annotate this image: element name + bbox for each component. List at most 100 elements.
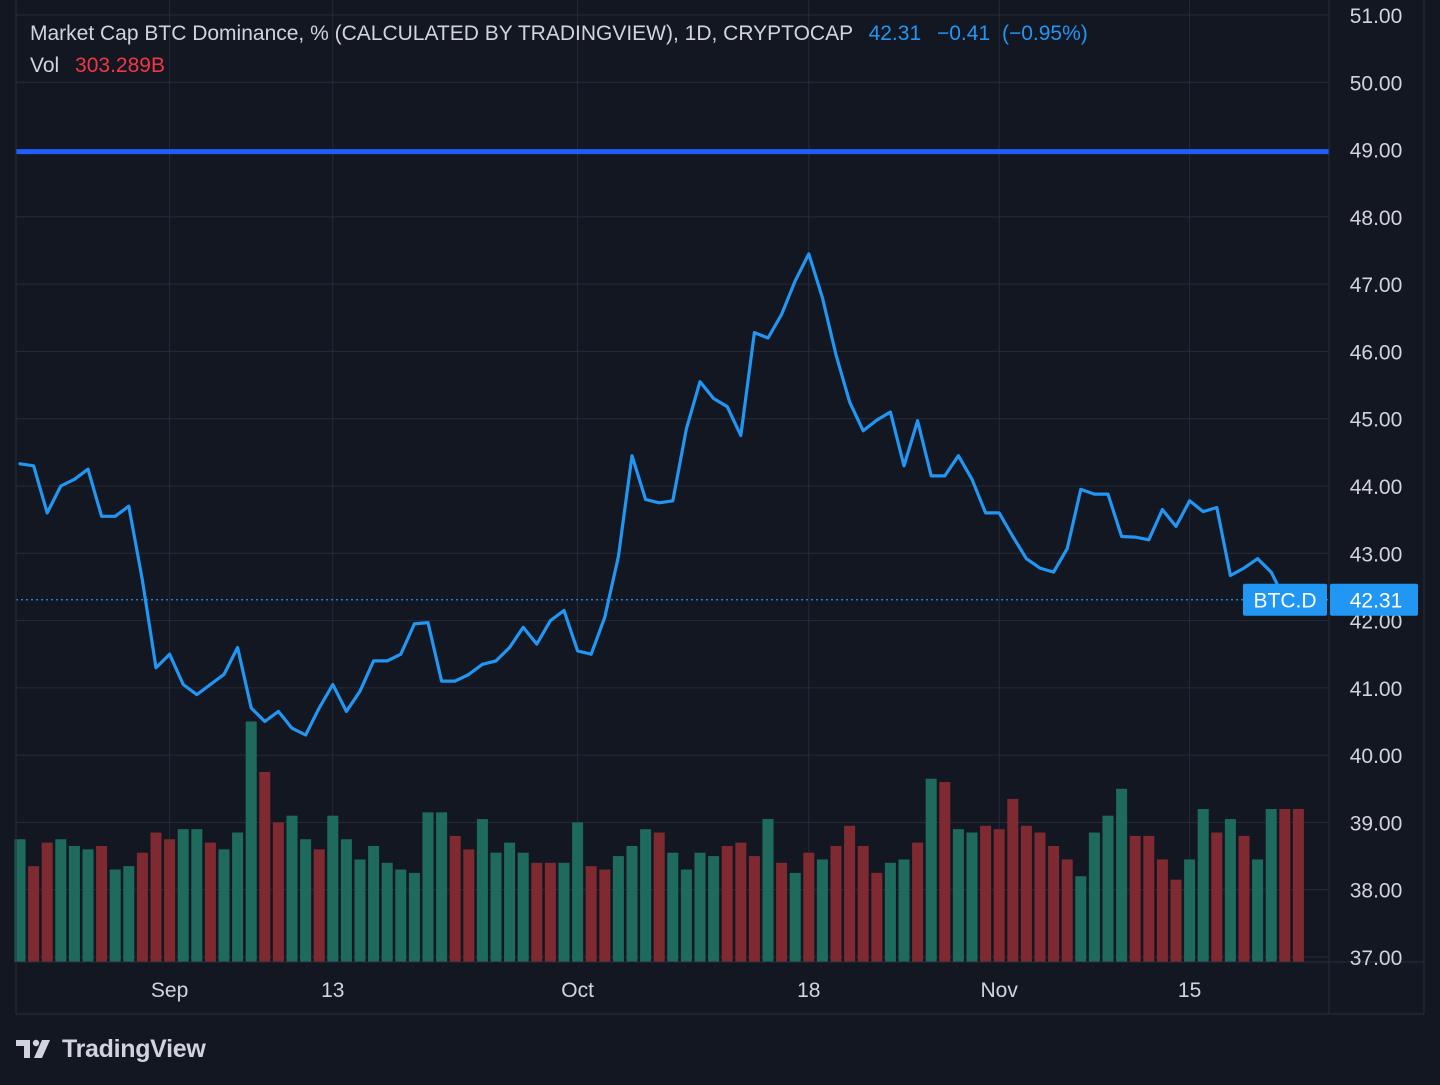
volume-bar bbox=[1088, 832, 1100, 962]
volume-bar bbox=[844, 825, 856, 962]
volume-bar bbox=[1211, 832, 1223, 962]
volume-bar bbox=[789, 872, 801, 962]
tradingview-logo-text: TradingView bbox=[62, 1034, 206, 1063]
volume-bar bbox=[327, 815, 339, 962]
volume-bar bbox=[816, 859, 828, 962]
volume-bar bbox=[259, 771, 271, 962]
volume-bar bbox=[109, 869, 121, 962]
volume-bar bbox=[1170, 879, 1182, 962]
tradingview-logo-icon bbox=[16, 1039, 50, 1058]
volume-bar bbox=[245, 721, 257, 962]
volume-layer bbox=[14, 721, 1304, 962]
y-tick-label: 42.00 bbox=[1350, 611, 1403, 634]
volume-bar bbox=[531, 862, 543, 962]
y-tick-label: 47.00 bbox=[1350, 274, 1403, 297]
x-tick-label: Sep bbox=[151, 979, 188, 1002]
tradingview-logo[interactable]: TradingView bbox=[16, 1032, 206, 1066]
series-layer bbox=[16, 252, 1329, 737]
volume-bar bbox=[218, 849, 230, 962]
y-tick-label: 41.00 bbox=[1350, 678, 1403, 701]
volume-bar bbox=[1156, 859, 1168, 962]
volume-bar bbox=[1238, 835, 1250, 962]
volume-bar bbox=[381, 862, 393, 962]
volume-bar bbox=[354, 859, 366, 962]
y-tick-label: 45.00 bbox=[1350, 409, 1403, 432]
symbol-tag-bg bbox=[1243, 583, 1327, 616]
volume-bar bbox=[1116, 788, 1128, 962]
chart-legend: Market Cap BTC Dominance, % (CALCULATED … bbox=[30, 18, 1088, 82]
volume-bar bbox=[544, 862, 556, 962]
volume-bar bbox=[136, 852, 148, 962]
y-tick-label: 49.00 bbox=[1350, 140, 1403, 163]
volume-bar bbox=[1197, 808, 1209, 962]
volume-bar bbox=[1265, 808, 1277, 962]
volume-bar bbox=[1252, 859, 1264, 962]
legend-change: −0.41 bbox=[936, 22, 991, 45]
volume-bar bbox=[599, 869, 611, 962]
volume-bar bbox=[993, 829, 1005, 962]
volume-bar bbox=[395, 869, 407, 962]
volume-bar bbox=[884, 862, 896, 962]
x-tick-label: Oct bbox=[561, 979, 594, 1002]
volume-bar bbox=[340, 839, 352, 962]
volume-bar bbox=[422, 812, 434, 962]
volume-bar bbox=[1184, 859, 1196, 962]
y-tick-label: 38.00 bbox=[1350, 880, 1403, 903]
volume-bar bbox=[572, 822, 584, 962]
volume-bar bbox=[1129, 835, 1141, 962]
volume-bar bbox=[871, 872, 883, 962]
volume-bar bbox=[504, 842, 516, 962]
y-tick-label: 44.00 bbox=[1350, 476, 1403, 499]
series-line bbox=[18, 252, 1287, 737]
y-tick-label: 39.00 bbox=[1350, 812, 1403, 835]
volume-bar bbox=[408, 872, 420, 962]
volume-bar bbox=[748, 856, 760, 962]
volume-bar bbox=[857, 845, 869, 962]
volume-bar bbox=[1007, 798, 1019, 962]
symbol-tag-text: BTC.D bbox=[1254, 590, 1317, 613]
volume-bar bbox=[803, 852, 815, 962]
volume-bar bbox=[1279, 808, 1291, 962]
volume-bar bbox=[68, 845, 80, 962]
y-tick-label: 46.00 bbox=[1350, 341, 1403, 364]
volume-bar bbox=[96, 845, 108, 962]
volume-bar bbox=[1020, 825, 1032, 962]
volume-bar bbox=[82, 849, 94, 962]
volume-bar bbox=[1143, 835, 1155, 962]
volume-bar bbox=[653, 832, 665, 962]
volume-bar bbox=[640, 829, 652, 962]
volume-bar bbox=[164, 839, 176, 962]
volume-bar bbox=[313, 849, 325, 962]
legend-title-row: Market Cap BTC Dominance, % (CALCULATED … bbox=[30, 18, 1088, 50]
volume-bar bbox=[667, 852, 679, 962]
x-tick-label: 15 bbox=[1178, 979, 1201, 1002]
y-tick-label: 40.00 bbox=[1350, 745, 1403, 768]
volume-bar bbox=[436, 812, 448, 962]
y-tick-label: 43.00 bbox=[1350, 543, 1403, 566]
volume-bar bbox=[449, 835, 461, 962]
volume-bar bbox=[708, 856, 720, 962]
volume-bar bbox=[286, 815, 298, 962]
volume-bar bbox=[762, 819, 774, 962]
volume-bar bbox=[55, 839, 67, 962]
volume-bar bbox=[776, 862, 788, 962]
y-tick-label: 37.00 bbox=[1350, 947, 1403, 970]
volume-bar bbox=[490, 852, 502, 962]
volume-bar bbox=[680, 869, 692, 962]
price-tag-text: 42.31 bbox=[1350, 590, 1403, 613]
volume-bar bbox=[300, 839, 312, 962]
volume-bar bbox=[898, 859, 910, 962]
volume-bar bbox=[1075, 876, 1087, 962]
volume-bar bbox=[150, 832, 162, 962]
volume-bar bbox=[28, 866, 40, 962]
volume-bar bbox=[1224, 819, 1236, 962]
volume-bar bbox=[204, 842, 216, 962]
grid-layer bbox=[16, 0, 1329, 962]
volume-bar bbox=[952, 829, 964, 962]
volume-bar bbox=[925, 778, 937, 962]
legend-volume-row: Vol 303.289B bbox=[30, 50, 1088, 82]
y-tick-label: 48.00 bbox=[1350, 207, 1403, 230]
volume-bar bbox=[191, 829, 203, 962]
